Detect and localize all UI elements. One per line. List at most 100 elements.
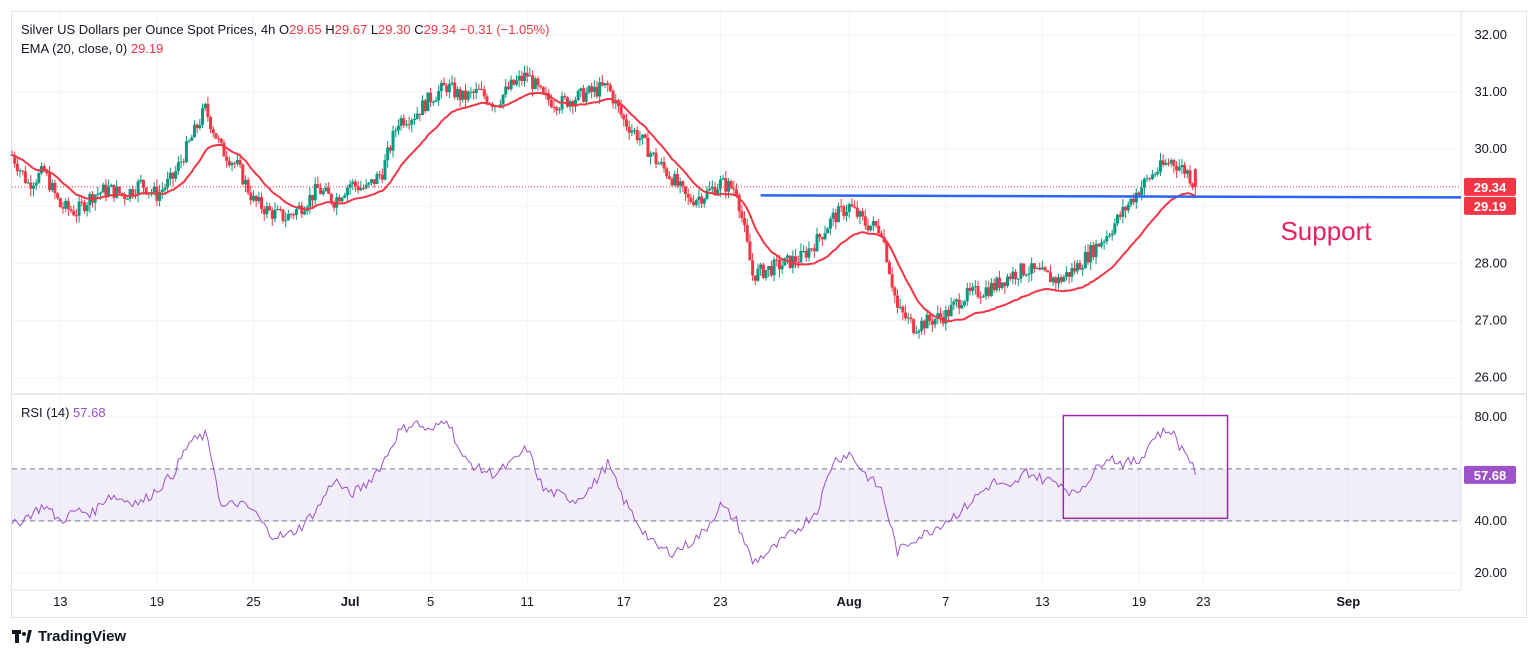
candle-body (445, 85, 449, 93)
candle-body (898, 306, 902, 308)
candle-body (592, 86, 596, 92)
candle-body (308, 194, 312, 208)
price-legend: Silver US Dollars per Ounce Spot Prices,… (21, 22, 549, 37)
candle-body (174, 171, 178, 179)
candle-body (665, 168, 669, 177)
candle-body (928, 314, 932, 321)
candle-body (1048, 272, 1052, 283)
last-price-badge-bg (1464, 177, 1516, 196)
candle-body (1038, 267, 1042, 270)
candle-body (775, 259, 779, 261)
annotations: Support (12, 186, 1462, 520)
rsi-line (11, 420, 1196, 566)
time-axis: 13 19 25 Jul 5 11 17 23 Aug 7 13 19 23 Sep (53, 594, 1360, 609)
candle-body (166, 178, 170, 188)
candle-body (13, 155, 17, 164)
candle-body (418, 113, 422, 116)
candle-body (243, 179, 247, 185)
candle-body (383, 160, 387, 180)
candle-body (528, 75, 532, 77)
candle-body (611, 90, 615, 104)
time-tick-label: 11 (520, 594, 534, 609)
candle-body (608, 85, 612, 91)
candle-body (431, 101, 435, 103)
candle-body (633, 130, 637, 132)
candle-body (735, 189, 738, 195)
candle-body (557, 109, 561, 111)
candle-body (429, 92, 433, 103)
candle-body (957, 299, 961, 309)
candle-body (1140, 187, 1144, 195)
close-value: 29.34 (423, 22, 457, 37)
candle-body (281, 209, 285, 221)
candle-body (885, 242, 889, 263)
tradingview-logo[interactable]: TradingView (12, 628, 126, 645)
candle-body (37, 173, 41, 183)
candle-body (485, 96, 489, 104)
candle-body (912, 319, 916, 334)
ema-badge-bg (1464, 196, 1516, 215)
candle-body (651, 152, 655, 154)
candle-body (649, 153, 653, 157)
candle-body (992, 282, 996, 291)
candle-body (42, 166, 46, 172)
candle-body (18, 170, 22, 172)
candle-body (1081, 268, 1085, 270)
candle-body (15, 163, 19, 172)
candle-body (917, 330, 921, 333)
candle-body (104, 184, 108, 196)
candle-body (458, 89, 462, 100)
candlestick-series (10, 65, 1197, 339)
candle-body (1035, 267, 1039, 269)
candle-body (579, 88, 583, 91)
candle-body (576, 90, 580, 101)
candle-body (1006, 276, 1010, 287)
price-tick-label: 27.00 (1474, 313, 1507, 328)
candle-body (313, 184, 317, 201)
candle-body (815, 234, 819, 252)
price-tick-label: 30.00 (1474, 141, 1507, 156)
candle-body (1175, 165, 1179, 171)
candle-body (973, 286, 977, 288)
candle-body (270, 210, 274, 219)
candle-body (329, 193, 333, 203)
candle-body (362, 187, 366, 189)
rsi-tick-label: 40.00 (1474, 513, 1507, 528)
candle-body (1126, 204, 1130, 211)
candle-body (260, 196, 264, 209)
candle-body (359, 187, 363, 191)
rsi-legend: RSI (14) 57.68 (21, 405, 106, 420)
candle-body (946, 310, 950, 317)
candle-body (1089, 245, 1093, 263)
candle-body (751, 260, 755, 276)
candle-body (195, 124, 199, 129)
candle-body (1051, 277, 1055, 283)
candle-body (700, 196, 704, 204)
candle-body (96, 193, 100, 195)
candle-body (914, 332, 918, 334)
candle-body (861, 211, 865, 217)
candle-body (541, 87, 545, 93)
axis-badges: 29.34 29.19 57.68 (1464, 177, 1516, 484)
candle-body (115, 186, 119, 198)
candle-body (1132, 198, 1136, 203)
candle-body (45, 171, 49, 174)
candle-body (673, 174, 677, 186)
candle-body (743, 218, 747, 226)
candle-body (920, 320, 924, 331)
brand-name: TradingView (38, 628, 127, 645)
candle-body (684, 186, 688, 194)
candle-body (506, 86, 510, 90)
candle-body (276, 209, 280, 211)
candle-body (461, 90, 465, 100)
candle-body (367, 182, 371, 185)
candle-body (198, 124, 202, 129)
candle-body (879, 233, 883, 237)
time-tick-label: 23 (713, 594, 727, 609)
candle-body (555, 107, 559, 111)
candle-body (563, 96, 567, 98)
candle-body (319, 188, 323, 195)
low-label: L (370, 22, 379, 37)
candle-body (353, 181, 357, 186)
